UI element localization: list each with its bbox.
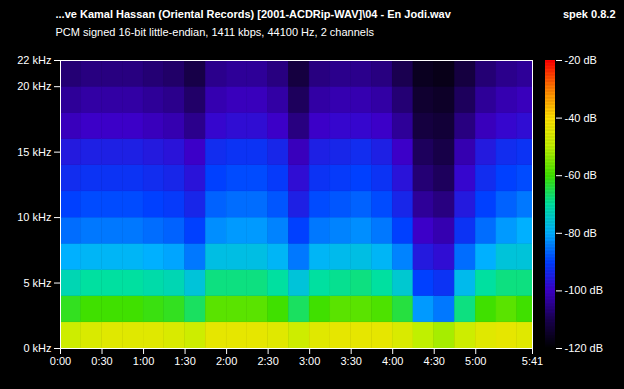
svg-text:5:41: 5:41 [522,355,543,367]
svg-text:4:30: 4:30 [424,355,445,367]
svg-text:1:00: 1:00 [133,355,154,367]
svg-text:0 kHz: 0 kHz [23,342,51,354]
svg-text:3:30: 3:30 [340,355,361,367]
svg-text:-20 dB: -20 dB [565,54,597,66]
svg-text:-80 dB: -80 dB [565,227,597,239]
svg-text:...ve Kamal Hassan (Oriental R: ...ve Kamal Hassan (Oriental Records) [2… [56,8,452,20]
svg-text:-120 dB: -120 dB [565,342,604,354]
svg-text:0:30: 0:30 [91,355,112,367]
svg-text:2:30: 2:30 [257,355,278,367]
svg-text:1:30: 1:30 [174,355,195,367]
svg-text:5 kHz: 5 kHz [23,277,51,289]
svg-text:3:00: 3:00 [299,355,320,367]
svg-text:22 kHz: 22 kHz [17,54,51,66]
svg-text:-100 dB: -100 dB [565,284,604,296]
svg-text:0:00: 0:00 [50,355,71,367]
svg-text:-40 dB: -40 dB [565,112,597,124]
svg-text:spek 0.8.2: spek 0.8.2 [563,8,616,20]
svg-text:PCM signed 16-bit little-endia: PCM signed 16-bit little-endian, 1411 kb… [56,26,375,38]
svg-text:10 kHz: 10 kHz [17,211,51,223]
svg-text:2:00: 2:00 [216,355,237,367]
svg-text:20 kHz: 20 kHz [17,80,51,92]
svg-text:5:00: 5:00 [465,355,486,367]
svg-text:15 kHz: 15 kHz [17,146,51,158]
svg-text:4:00: 4:00 [382,355,403,367]
svg-text:-60 dB: -60 dB [565,169,597,181]
